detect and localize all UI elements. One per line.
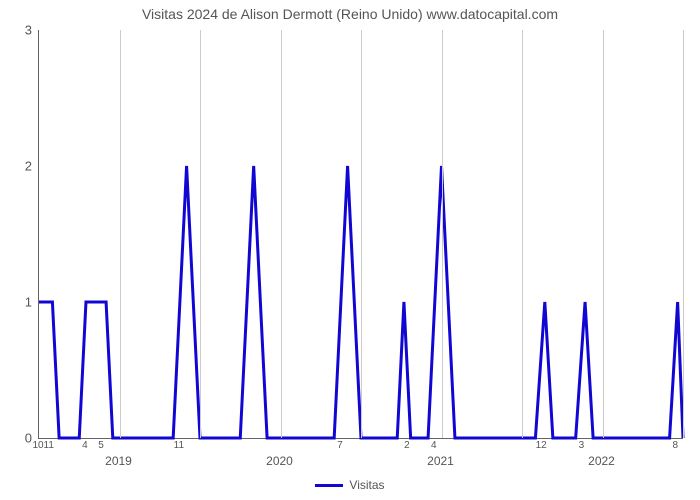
gridline-vertical <box>361 30 362 438</box>
x-tick-major-label: 2019 <box>105 454 132 468</box>
legend-swatch <box>315 484 343 487</box>
chart-container: Visitas 2024 de Alison Dermott (Reino Un… <box>0 0 700 500</box>
gridline-vertical <box>522 30 523 438</box>
x-tick-major-label: 2020 <box>266 454 293 468</box>
x-tick-minor-label: 12 <box>536 440 547 451</box>
y-tick-label: 2 <box>8 159 32 174</box>
x-tick-minor-label: 5 <box>98 440 104 451</box>
plot-area <box>38 30 683 439</box>
x-tick-minor-label: 8 <box>673 440 679 451</box>
x-tick-minor-label: 11 <box>44 440 54 451</box>
x-tick-minor-label: 4 <box>431 440 437 451</box>
y-tick-label: 0 <box>8 431 32 446</box>
x-tick-minor-label: 11 <box>174 440 184 451</box>
y-tick-label: 1 <box>8 295 32 310</box>
gridline-vertical <box>120 30 121 438</box>
gridline-vertical <box>603 30 604 438</box>
x-tick-minor-label: 4 <box>82 440 88 451</box>
x-tick-minor-label: 10 <box>32 440 43 451</box>
x-tick-major-label: 2021 <box>427 454 454 468</box>
x-tick-minor-label: 3 <box>579 440 585 451</box>
y-tick-label: 3 <box>8 23 32 38</box>
x-tick-minor-label: 7 <box>337 440 343 451</box>
gridline-vertical <box>200 30 201 438</box>
x-tick-minor-label: 2 <box>404 440 410 451</box>
legend: Visitas <box>0 478 700 492</box>
x-tick-major-label: 2022 <box>588 454 615 468</box>
gridline-vertical <box>281 30 282 438</box>
chart-title: Visitas 2024 de Alison Dermott (Reino Un… <box>0 6 700 22</box>
gridline-vertical <box>442 30 443 438</box>
legend-label: Visitas <box>349 478 384 492</box>
gridline-vertical <box>683 30 684 438</box>
